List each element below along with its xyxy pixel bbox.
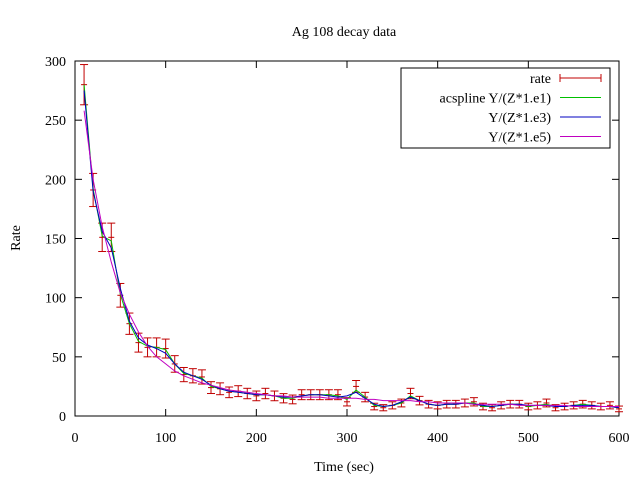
- y-tick-label: 300: [45, 55, 66, 70]
- y-tick-label: 100: [45, 292, 66, 307]
- legend-entry-label: Y/(Z*1.e5): [488, 131, 551, 146]
- x-tick-label: 500: [518, 431, 539, 446]
- y-tick-label: 250: [45, 114, 66, 129]
- y-tick-label: 0: [59, 410, 66, 425]
- x-tick-label: 0: [72, 431, 79, 446]
- x-tick-label: 200: [246, 431, 267, 446]
- x-tick-label: 600: [609, 431, 630, 446]
- y-tick-label: 50: [52, 351, 66, 366]
- x-tick-label: 100: [155, 431, 176, 446]
- y-tick-label: 200: [45, 173, 66, 188]
- chart-title: Ag 108 decay data: [292, 25, 397, 40]
- legend-box: [400, 67, 611, 149]
- legend-entry-label: Y/(Z*1.e3): [488, 111, 551, 126]
- legend-entry-label: rate: [530, 72, 551, 87]
- series-line-3: [83, 110, 619, 407]
- x-axis-label: Time (sec): [314, 460, 374, 475]
- x-tick-label: 300: [337, 431, 358, 446]
- legend: rate acspline Y/(Z*1.e1) Y/(Z*1.e3) Y/(Z*1.…: [400, 67, 611, 149]
- x-tick-label: 400: [427, 431, 448, 446]
- plot-area: 0 100 200 300 400 500 600 0 50 100 150 200 250 300: [45, 55, 630, 446]
- y-axis-label: Rate: [9, 225, 24, 251]
- legend-entry-label: acspline Y/(Z*1.e1): [440, 92, 552, 107]
- y-tick-label: 150: [45, 233, 66, 248]
